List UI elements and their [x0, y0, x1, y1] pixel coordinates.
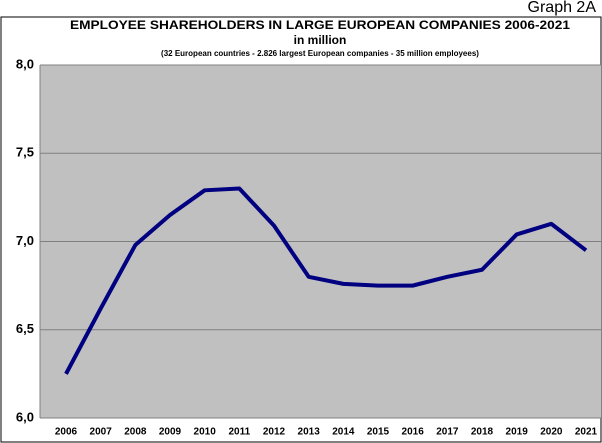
x-tick-label: 2007 [90, 427, 113, 438]
x-tick-label: 2017 [436, 427, 459, 438]
x-tick-label: 2013 [298, 427, 321, 438]
y-tick-label: 7,5 [16, 145, 34, 160]
x-tick-label: 2019 [506, 427, 529, 438]
chart-subtitle: in million [294, 33, 347, 47]
graph-label: Graph 2A [528, 0, 597, 16]
y-tick-label: 6,5 [16, 321, 34, 336]
x-tick-label: 2010 [194, 427, 217, 438]
x-tick-label: 2016 [402, 427, 425, 438]
x-tick-label: 2018 [471, 427, 494, 438]
x-tick-label: 2008 [124, 427, 147, 438]
y-tick-label: 8,0 [16, 56, 34, 71]
x-tick-label: 2006 [55, 427, 78, 438]
y-tick-label: 7,0 [16, 233, 34, 248]
data-line [64, 186, 588, 375]
chart-title: EMPLOYEE SHAREHOLDERS IN LARGE EUROPEAN … [70, 18, 570, 32]
x-tick-label: 2011 [228, 427, 250, 438]
x-tick-label: 2012 [263, 427, 286, 438]
x-tick-label: 2021 [575, 427, 598, 438]
y-tick-label: 6,0 [16, 409, 34, 424]
x-tick-label: 2015 [367, 427, 390, 438]
x-tick-label: 2020 [540, 427, 563, 438]
chart-note: (32 European countries - 2.826 largest E… [161, 49, 479, 58]
x-tick-label: 2009 [159, 427, 182, 438]
x-tick-label: 2014 [332, 427, 355, 438]
